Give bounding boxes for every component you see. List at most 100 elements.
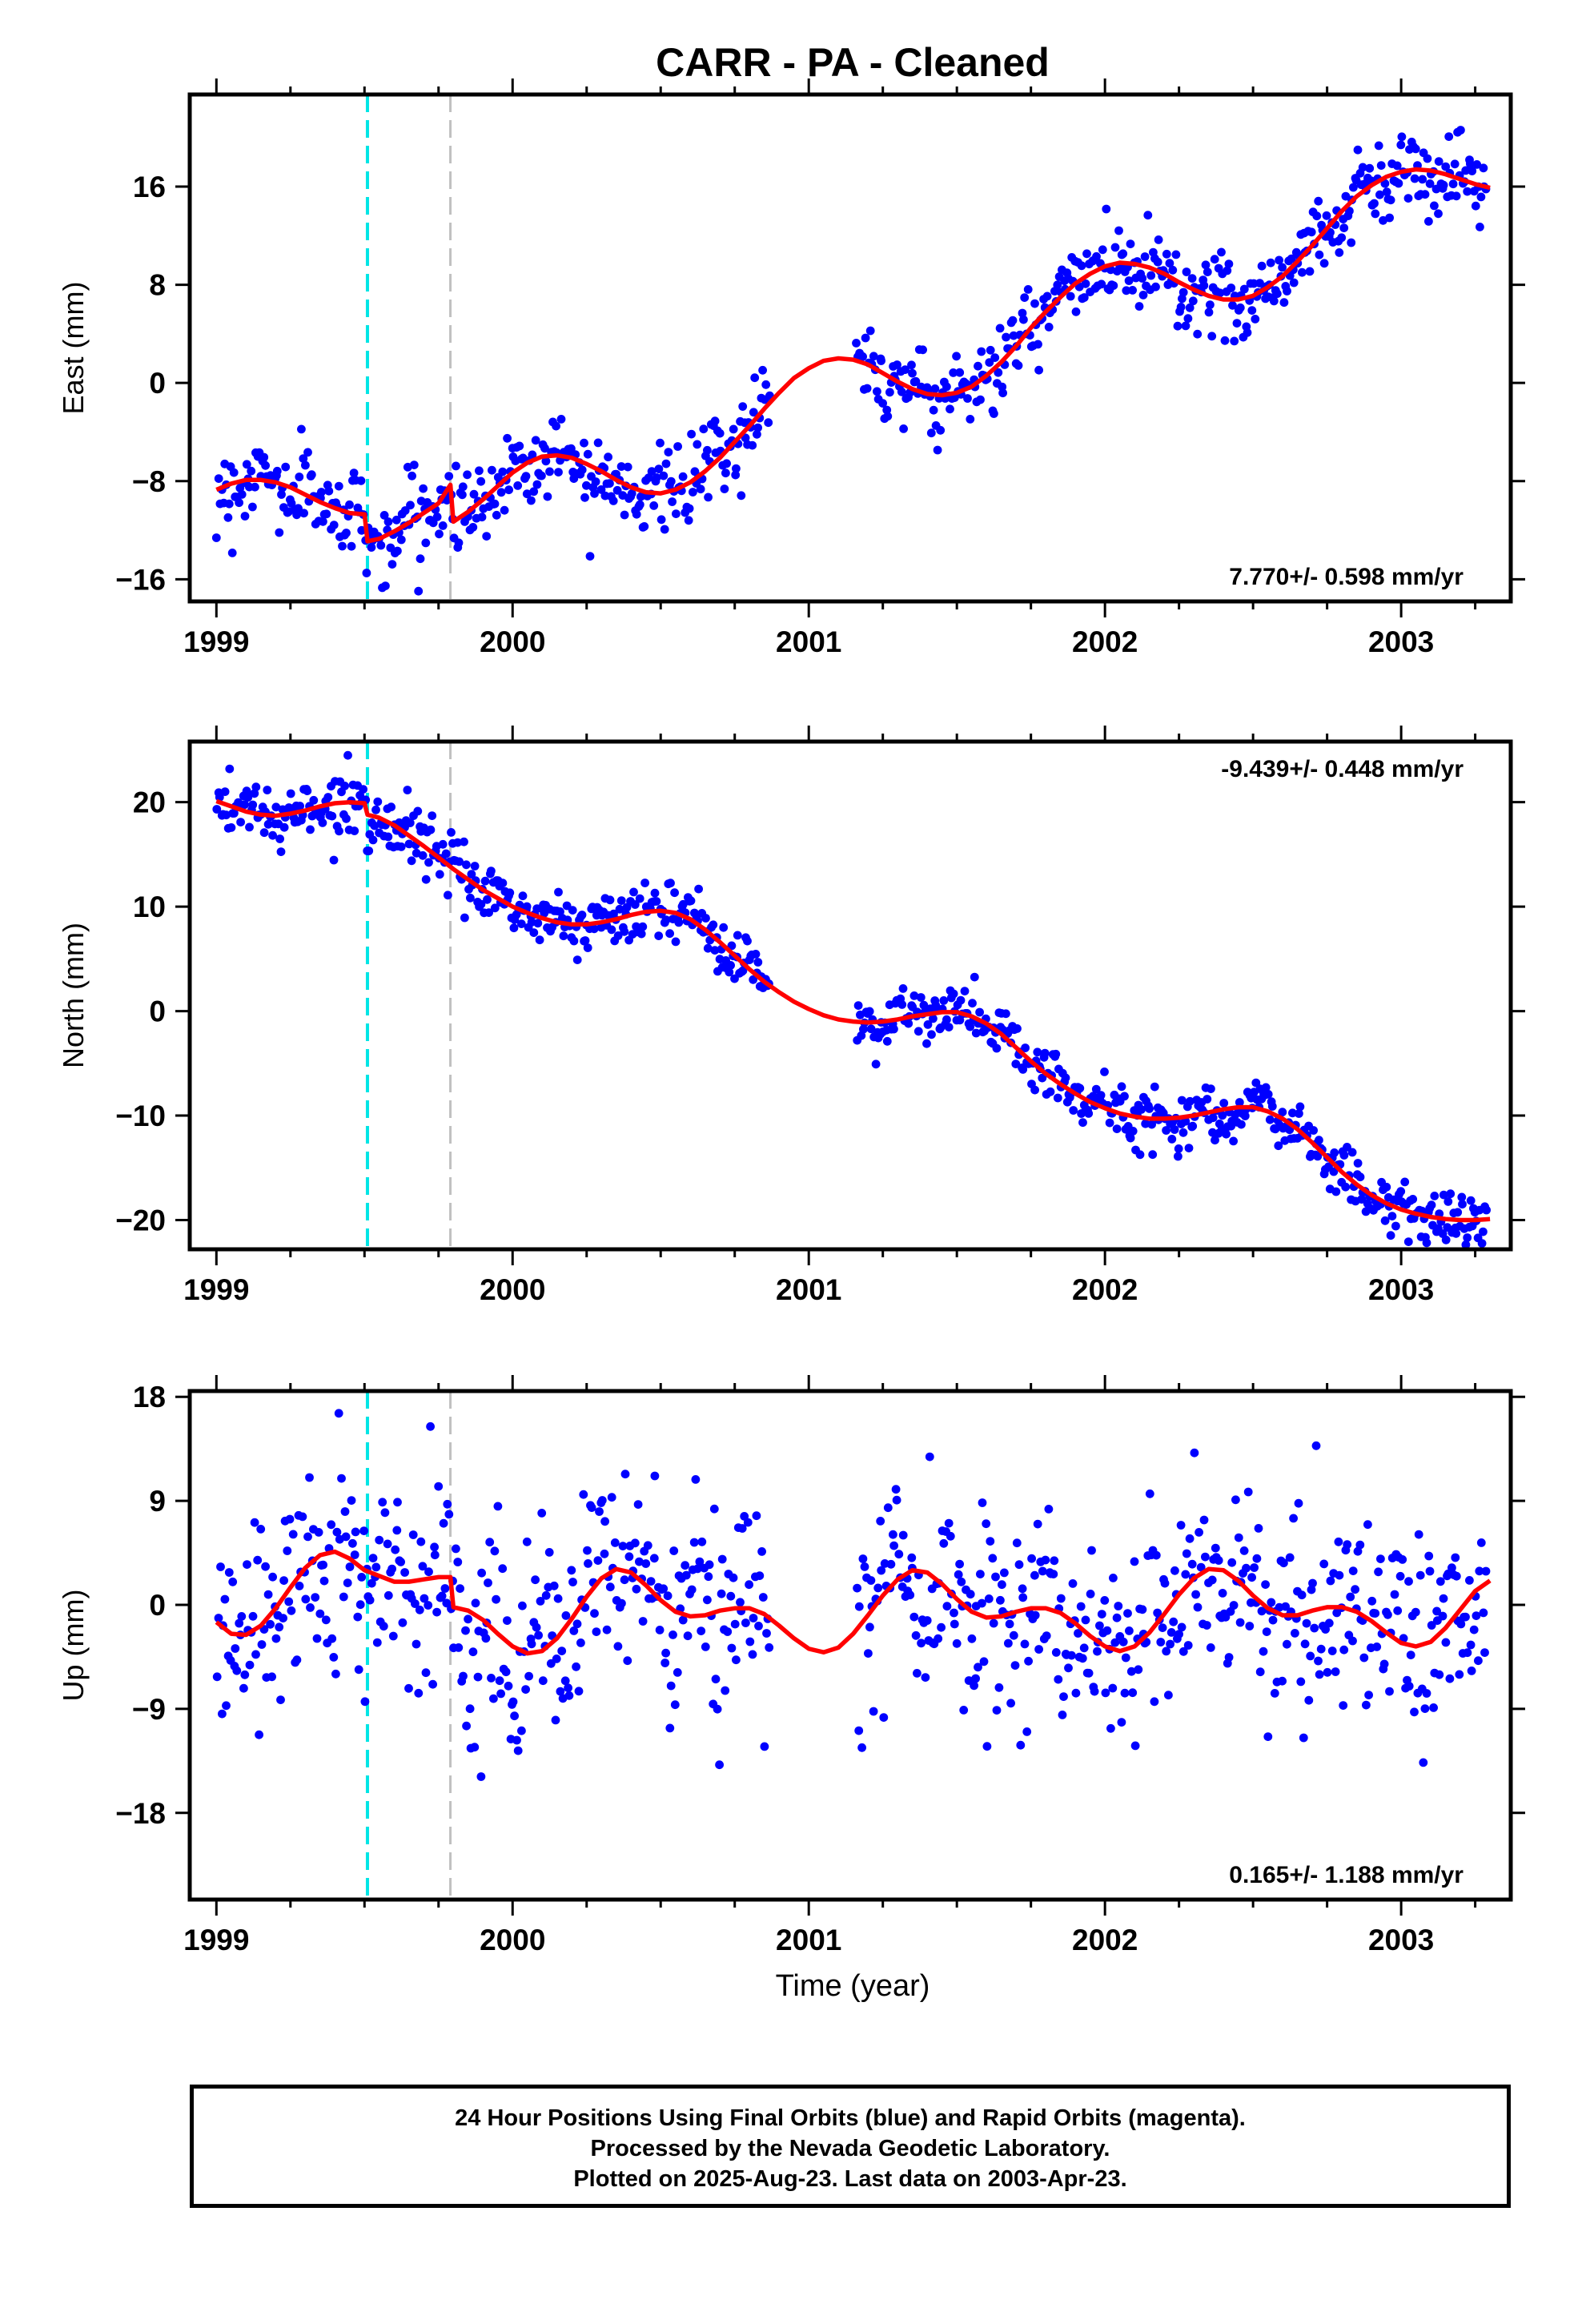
data-point — [259, 452, 269, 462]
data-point — [994, 1683, 1004, 1692]
data-point — [929, 405, 938, 415]
data-point — [650, 1471, 660, 1481]
data-point — [454, 538, 464, 548]
data-point — [1353, 145, 1363, 155]
data-point — [1214, 1556, 1223, 1565]
data-point — [666, 1681, 676, 1691]
data-point — [1307, 1585, 1316, 1594]
data-point — [745, 1580, 753, 1590]
data-point — [709, 920, 718, 930]
data-point — [1386, 195, 1395, 205]
data-point — [1130, 1741, 1140, 1751]
data-point — [1403, 1237, 1413, 1246]
data-point — [1375, 190, 1384, 199]
data-point — [1268, 1615, 1278, 1625]
data-point — [438, 839, 448, 849]
data-point — [687, 1585, 697, 1594]
data-point — [1266, 258, 1275, 267]
data-point — [257, 1640, 267, 1649]
data-point — [681, 1561, 690, 1570]
data-point — [1394, 179, 1403, 188]
data-point — [731, 470, 741, 480]
data-point — [730, 1619, 740, 1629]
data-point — [367, 1578, 376, 1588]
data-point — [557, 1647, 567, 1656]
y-tick-label: −9 — [132, 1693, 166, 1726]
data-point — [1203, 267, 1212, 276]
data-point — [1319, 1559, 1329, 1569]
data-point — [1339, 1645, 1349, 1655]
data-point — [1081, 1615, 1090, 1625]
data-point — [1150, 1082, 1159, 1092]
data-point — [1224, 259, 1234, 268]
data-point — [212, 1672, 222, 1682]
data-point — [1087, 1546, 1096, 1555]
data-point — [272, 466, 282, 476]
data-point — [649, 1554, 659, 1563]
data-point — [1419, 1758, 1428, 1767]
data-point — [1130, 1557, 1139, 1566]
data-point — [990, 353, 1000, 362]
data-point — [1016, 1740, 1026, 1750]
data-point — [976, 395, 985, 404]
data-point — [306, 1603, 315, 1612]
data-point — [248, 800, 258, 810]
data-point — [324, 486, 334, 496]
data-point — [1472, 1611, 1481, 1620]
data-point — [414, 1688, 424, 1698]
data-point — [1145, 1489, 1154, 1498]
data-point — [877, 356, 885, 365]
data-point — [354, 1665, 363, 1675]
data-point — [359, 1526, 368, 1535]
data-point — [579, 1490, 588, 1499]
data-point — [1243, 328, 1252, 337]
data-point — [1122, 286, 1131, 296]
data-point — [440, 1584, 450, 1593]
data-point — [635, 1557, 644, 1566]
data-point — [640, 522, 649, 531]
data-point — [1305, 267, 1315, 276]
data-point — [710, 946, 720, 955]
data-point — [327, 1634, 337, 1643]
data-point — [946, 1531, 955, 1541]
data-point — [691, 1475, 701, 1484]
data-point — [1084, 1109, 1094, 1118]
data-point — [1363, 1520, 1372, 1530]
data-point — [430, 1550, 440, 1560]
data-point — [1439, 1190, 1448, 1200]
data-point — [703, 943, 713, 953]
data-point — [537, 471, 546, 480]
data-point — [493, 1502, 503, 1511]
y-tick-label: 16 — [133, 171, 166, 203]
data-point — [1117, 1082, 1126, 1092]
data-point — [1404, 1682, 1414, 1691]
data-point — [229, 468, 239, 477]
data-point — [353, 1612, 363, 1622]
data-point — [922, 1039, 931, 1048]
data-point — [1251, 315, 1260, 324]
data-point — [1232, 319, 1242, 328]
data-point — [379, 1622, 388, 1631]
data-point — [536, 1597, 545, 1606]
data-point — [670, 888, 679, 898]
data-point — [230, 809, 239, 818]
data-point — [1337, 233, 1347, 243]
data-point — [904, 1019, 913, 1028]
data-point — [1445, 1674, 1455, 1683]
data-point — [435, 529, 444, 539]
data-point — [1393, 1606, 1403, 1615]
data-point — [652, 473, 661, 482]
data-point — [412, 1639, 421, 1649]
east-plot-content — [211, 94, 1491, 601]
data-point — [607, 925, 616, 935]
data-point — [1395, 1571, 1405, 1581]
data-point — [1027, 1554, 1036, 1563]
data-point — [531, 1575, 540, 1585]
data-point — [971, 1028, 981, 1038]
data-point — [552, 421, 560, 431]
data-point — [1261, 1083, 1271, 1092]
x-tick-label: 2001 — [776, 1273, 841, 1306]
data-point — [243, 1560, 251, 1569]
data-point — [864, 1649, 873, 1659]
